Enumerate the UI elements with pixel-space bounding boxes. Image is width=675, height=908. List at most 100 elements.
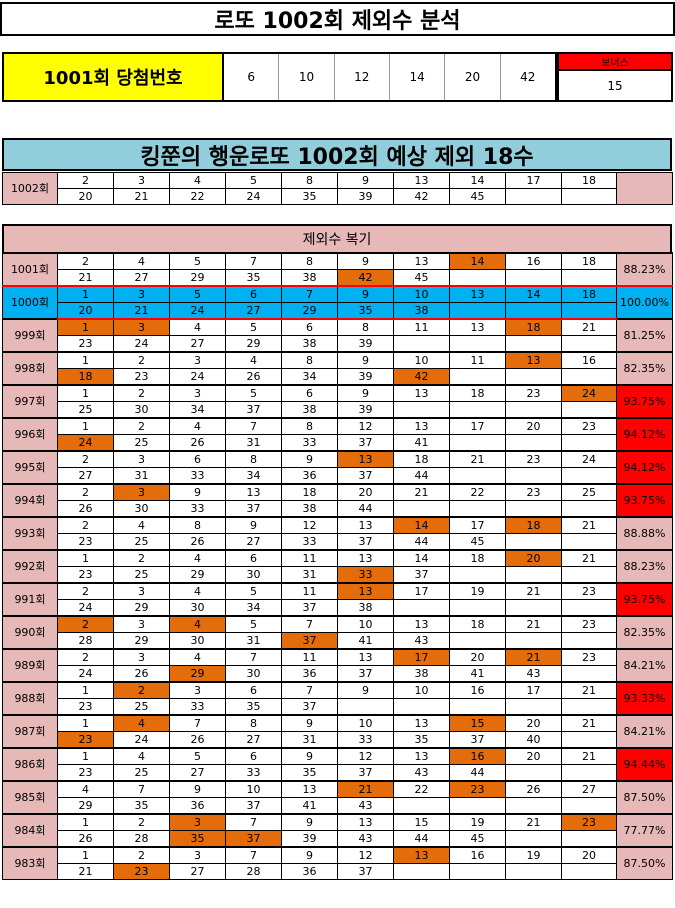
review-row: 986회 1 4 5 6 9 12 13 16 20 21 94.44% [2,747,673,782]
excluded-number: 3 [113,285,170,303]
excluded-number [561,599,617,617]
review-row: 26 28 35 37 39 43 44 45 [3,830,673,848]
hit-rate: 82.35% [616,351,673,386]
excluded-number [449,368,506,386]
excluded-number: 14 [449,252,506,270]
excluded-number: 9 [281,813,338,831]
excluded-number: 13 [393,384,450,402]
excluded-number: 37 [337,863,394,880]
excluded-number: 29 [57,797,114,815]
winning-number: 12 [333,54,389,100]
hit-rate: 94.44% [616,747,673,782]
excluded-number: 12 [281,516,338,534]
review-row: 24 25 26 31 33 37 41 [3,434,673,452]
excluded-number: 4 [169,318,226,336]
excluded-number: 41 [281,797,338,815]
excluded-number [449,698,506,716]
review-row: 23 24 27 29 38 39 [3,335,673,353]
excluded-number: 16 [449,681,506,699]
hit-rate: 88.23% [616,549,673,584]
review-row: 1000회 1 3 5 6 7 9 10 13 14 18 100.00% [2,285,673,320]
excluded-number [561,533,617,551]
excluded-number: 7 [225,648,282,666]
excluded-number [505,467,562,485]
bonus-number: 15 [557,69,673,102]
excluded-number: 23 [57,764,114,782]
excluded-number: 3 [113,483,170,501]
winning-number: 14 [388,54,444,100]
excluded-number [393,863,450,880]
excluded-number: 36 [281,467,338,485]
review-row: 28 29 30 31 37 41 43 [3,632,673,650]
excluded-number: 2 [57,615,114,633]
excluded-number: 33 [337,731,394,749]
excluded-number: 16 [449,747,506,765]
excluded-number: 1 [57,318,114,336]
excluded-number: 31 [113,467,170,485]
excluded-number: 34 [225,467,282,485]
excluded-number [505,698,562,716]
excluded-number [561,863,617,880]
excluded-number: 5 [225,318,282,336]
excluded-number: 31 [281,731,338,749]
excluded-number [505,599,562,617]
excluded-number: 6 [225,747,282,765]
excluded-number: 9 [337,681,394,699]
round-label: 993회 [2,516,58,551]
excluded-number: 33 [281,533,338,551]
excluded-number: 26 [225,368,282,386]
excluded-number: 2 [57,450,114,468]
excluded-number: 3 [113,318,170,336]
excluded-number: 37 [449,731,506,749]
excluded-number [449,302,506,320]
excluded-number: 6 [225,681,282,699]
excluded-number: 17 [393,648,450,666]
excluded-number: 33 [225,764,282,782]
excluded-number: 34 [281,368,338,386]
excluded-number: 13 [505,351,562,369]
excluded-number: 18 [57,368,114,386]
excluded-number: 37 [337,467,394,485]
excluded-number: 18 [281,483,338,501]
excluded-number: 13 [393,252,450,270]
excluded-number [561,566,617,584]
excluded-number: 13 [393,615,450,633]
excluded-number: 5 [225,582,282,600]
excluded-number [449,500,506,518]
excluded-number: 20 [505,714,562,732]
excluded-number: 44 [449,764,506,782]
excluded-number: 23 [113,368,170,386]
excluded-number: 5 [169,285,226,303]
excluded-number: 13 [393,417,450,435]
excluded-number: 21 [561,681,617,699]
excluded-number: 37 [225,401,282,419]
excluded-number: 24 [561,450,617,468]
excluded-number: 7 [281,615,338,633]
excluded-number: 3 [113,648,170,666]
excluded-number: 3 [113,172,170,189]
excluded-number [561,830,617,848]
excluded-number: 13 [337,450,394,468]
excluded-number [505,302,562,320]
excluded-number: 35 [225,269,282,287]
excluded-number: 10 [393,681,450,699]
excluded-number: 26 [57,500,114,518]
review-row: 995회 2 3 6 8 9 13 18 21 23 24 94.12% [2,450,673,485]
excluded-number: 37 [337,764,394,782]
excluded-number: 13 [337,582,394,600]
excluded-number: 27 [169,335,226,353]
excluded-number: 7 [113,780,170,798]
excluded-number: 37 [337,533,394,551]
excluded-number: 38 [337,599,394,617]
hit-rate: 88.23% [616,252,673,287]
excluded-number: 1 [57,681,114,699]
excluded-number: 40 [505,731,562,749]
excluded-number: 17 [449,417,506,435]
excluded-number: 14 [393,516,450,534]
excluded-number: 10 [337,615,394,633]
excluded-number: 7 [169,714,226,732]
excluded-number: 12 [337,747,394,765]
prediction-table: 1002회 2 3 4 5 8 9 13 14 17 18 20 21 22 24 35 39 42 45 [2,172,673,205]
excluded-number: 23 [561,648,617,666]
excluded-number: 21 [561,747,617,765]
